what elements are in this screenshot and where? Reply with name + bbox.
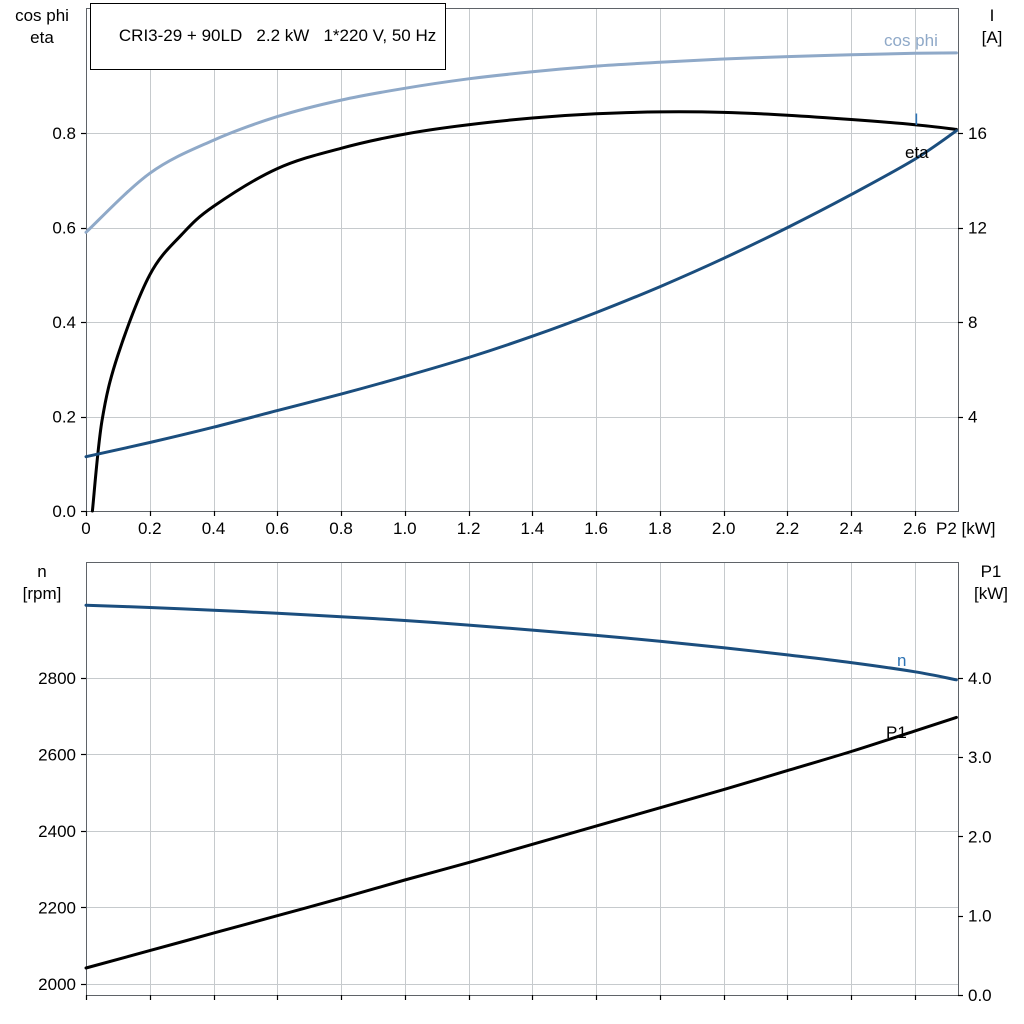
y-tick-label-left: 0.0 (52, 502, 76, 521)
gridlines (86, 8, 958, 511)
x-tick-label: 0.2 (138, 519, 162, 538)
y-tick-label-right: 4 (968, 408, 977, 427)
x-tick-label: 1.4 (521, 519, 545, 538)
axis-label-eta: eta (30, 28, 54, 47)
x-tick-label: 0.6 (265, 519, 289, 538)
bottom-chart-right-axis-label: P1 [kW] (960, 561, 1022, 605)
x-tick-label: 2.2 (776, 519, 800, 538)
axis-label-p1-unit: [kW] (974, 584, 1008, 603)
curve-i (84, 129, 958, 459)
y-tick-label-left: 0.6 (52, 219, 76, 238)
axis-label-cos-phi: cos phi (15, 6, 69, 25)
axis-ticks (81, 677, 963, 1000)
curve-cos-phi (84, 51, 958, 234)
x-tick-label: 0.4 (202, 519, 226, 538)
top-chart-right-axis-label: I [A] (962, 5, 1022, 49)
axis-ticks (81, 132, 963, 516)
x-axis-label-p2: P2 [kW] (936, 519, 996, 538)
x-tick-label: 1.6 (584, 519, 608, 538)
axis-label-speed: n (37, 562, 47, 581)
curve-label-cos-phi: cos phi (884, 31, 938, 50)
y-tick-label-left: 2200 (38, 898, 76, 917)
x-tick-label: 2.6 (903, 519, 927, 538)
y-tick-label-right: 3.0 (968, 748, 992, 767)
x-tick-label: 0 (81, 519, 90, 538)
y-tick-label-right: 16 (968, 124, 987, 143)
y-tick-label-right: 2.0 (968, 827, 992, 846)
y-tick-label-right: 12 (968, 219, 987, 238)
y-tick-label-left: 0.8 (52, 124, 76, 143)
curve-p1 (84, 715, 958, 970)
curve-label-current: I (914, 110, 919, 129)
top-chart-left-axis-label: cos phi eta (2, 5, 82, 49)
curve-label-speed: n (897, 651, 907, 670)
y-tick-label-right: 0.0 (968, 986, 992, 1005)
axis-label-p1: P1 (980, 562, 1002, 581)
y-tick-label-left: 2400 (38, 822, 76, 841)
axis-label-speed-unit: [rpm] (22, 584, 62, 603)
y-tick-label-right: 4.0 (968, 669, 992, 688)
tick-labels: 0 0.2 0.4 0.6 0.8 1.0 1.2 1.4 1.6 1.8 2.0 2.2 2.4 2.6… (52, 124, 987, 538)
y-tick-label-right: 8 (968, 313, 977, 332)
tick-labels: 2000 2200 2400 2600 2800 0.0 1.0 2.0 3.0 4.0 (38, 669, 991, 1005)
y-tick-label-left: 0.4 (52, 313, 76, 332)
chart-title: CRI3-29 + 90LD 2.2 kW 1*220 V, 50 Hz (118, 26, 437, 45)
curve-label-p1: P1 (886, 723, 907, 742)
curve-label-eta: eta (905, 143, 929, 162)
curve-n (84, 603, 958, 682)
x-tick-label: 1.0 (393, 519, 417, 538)
y-tick-label-right: 1.0 (968, 907, 992, 926)
bottom-chart-left-axis-label: n [rpm] (2, 561, 82, 605)
x-tick-label: 2.0 (712, 519, 736, 538)
y-tick-label-left: 2000 (38, 975, 76, 994)
gridlines (86, 562, 958, 995)
x-tick-label: 1.8 (648, 519, 672, 538)
plot-frame (86, 8, 959, 512)
axis-label-current-unit: [A] (981, 28, 1003, 47)
y-tick-label-left: 2800 (38, 669, 76, 688)
x-tick-label: 0.8 (329, 519, 353, 538)
x-tick-label: 2.4 (839, 519, 863, 538)
curve-eta (90, 110, 958, 513)
y-tick-label-left: 2600 (38, 745, 76, 764)
chart-title-box: CRI3-29 + 90LD 2.2 kW 1*220 V, 50 Hz (90, 3, 447, 70)
axis-label-current: I (989, 6, 995, 25)
x-tick-label: 1.2 (457, 519, 481, 538)
y-tick-label-left: 0.2 (52, 408, 76, 427)
plot-frame (86, 562, 959, 996)
